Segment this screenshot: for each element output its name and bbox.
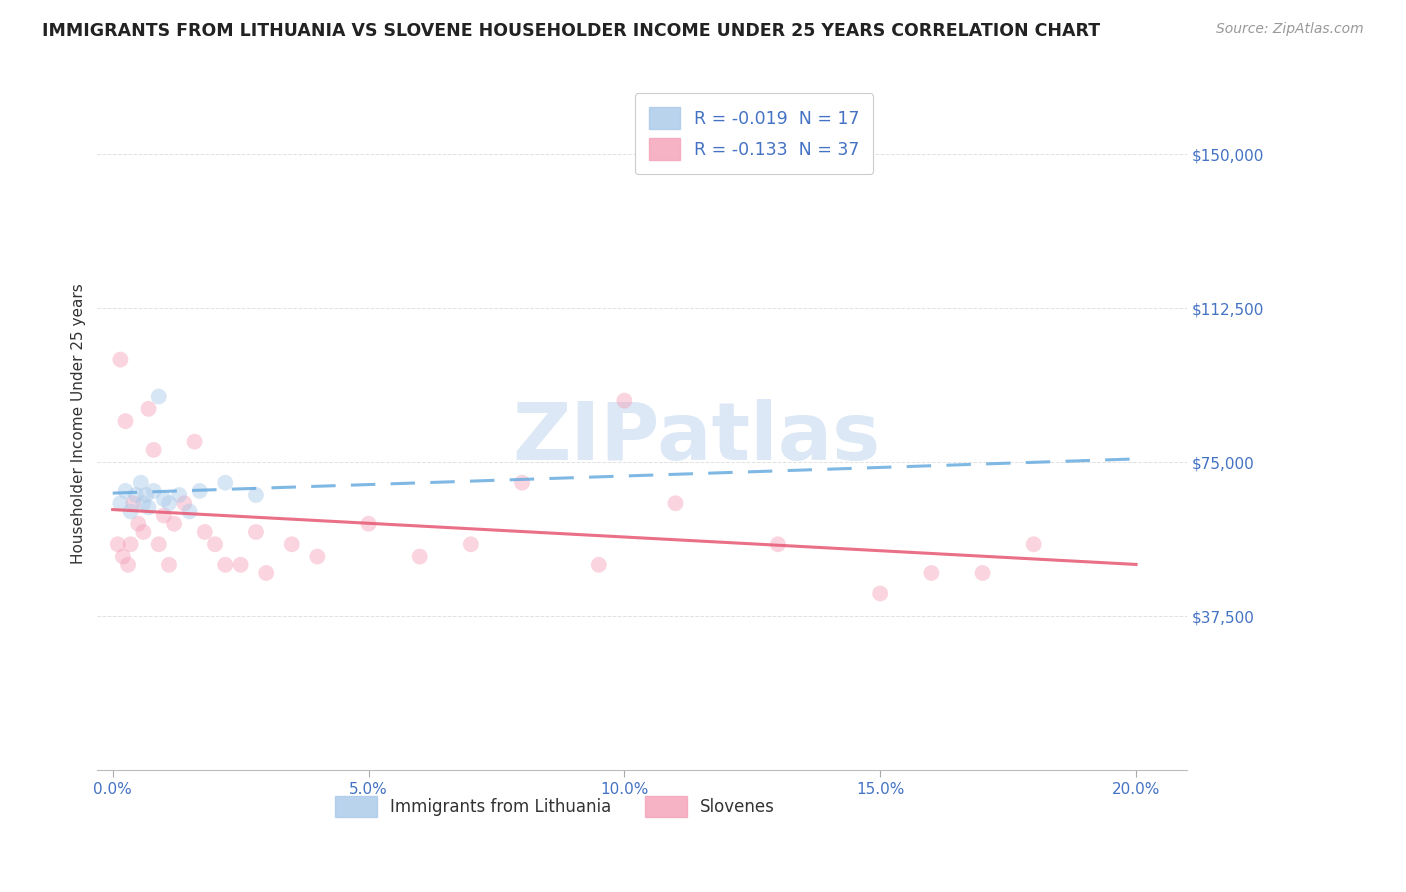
Text: ZIPatlas: ZIPatlas	[513, 399, 882, 476]
Point	[214, 475, 236, 490]
Point	[122, 496, 145, 510]
Point	[157, 496, 180, 510]
Point	[138, 500, 160, 515]
Point	[132, 496, 155, 510]
Point	[163, 516, 186, 531]
Point	[153, 508, 176, 523]
Point	[664, 496, 686, 510]
Point	[281, 537, 304, 551]
Point	[148, 537, 170, 551]
Point	[142, 483, 165, 498]
Point	[138, 401, 160, 416]
Legend: Immigrants from Lithuania, Slovenes: Immigrants from Lithuania, Slovenes	[329, 789, 782, 824]
Point	[132, 524, 155, 539]
Point	[869, 586, 891, 600]
Y-axis label: Householder Income Under 25 years: Householder Income Under 25 years	[72, 284, 86, 564]
Point	[460, 537, 482, 551]
Point	[245, 488, 267, 502]
Point	[114, 414, 136, 428]
Point	[409, 549, 432, 564]
Point	[110, 496, 132, 510]
Point	[173, 496, 195, 510]
Point	[111, 549, 134, 564]
Point	[110, 352, 132, 367]
Point	[135, 488, 157, 502]
Point	[245, 524, 267, 539]
Point	[157, 558, 180, 572]
Point	[127, 516, 149, 531]
Point	[167, 488, 190, 502]
Point	[613, 393, 636, 408]
Point	[229, 558, 252, 572]
Point	[117, 558, 139, 572]
Text: Source: ZipAtlas.com: Source: ZipAtlas.com	[1216, 22, 1364, 37]
Point	[972, 566, 994, 580]
Point	[129, 475, 152, 490]
Point	[188, 483, 211, 498]
Point	[148, 390, 170, 404]
Point	[120, 504, 142, 518]
Point	[254, 566, 277, 580]
Point	[510, 475, 533, 490]
Point	[357, 516, 380, 531]
Point	[114, 483, 136, 498]
Point	[107, 537, 129, 551]
Text: IMMIGRANTS FROM LITHUANIA VS SLOVENE HOUSEHOLDER INCOME UNDER 25 YEARS CORRELATI: IMMIGRANTS FROM LITHUANIA VS SLOVENE HOU…	[42, 22, 1101, 40]
Point	[194, 524, 217, 539]
Point	[1022, 537, 1045, 551]
Point	[179, 504, 201, 518]
Point	[588, 558, 610, 572]
Point	[183, 434, 205, 449]
Point	[125, 488, 148, 502]
Point	[153, 492, 176, 507]
Point	[214, 558, 236, 572]
Point	[204, 537, 226, 551]
Point	[142, 442, 165, 457]
Point	[120, 537, 142, 551]
Point	[766, 537, 789, 551]
Point	[920, 566, 942, 580]
Point	[307, 549, 329, 564]
